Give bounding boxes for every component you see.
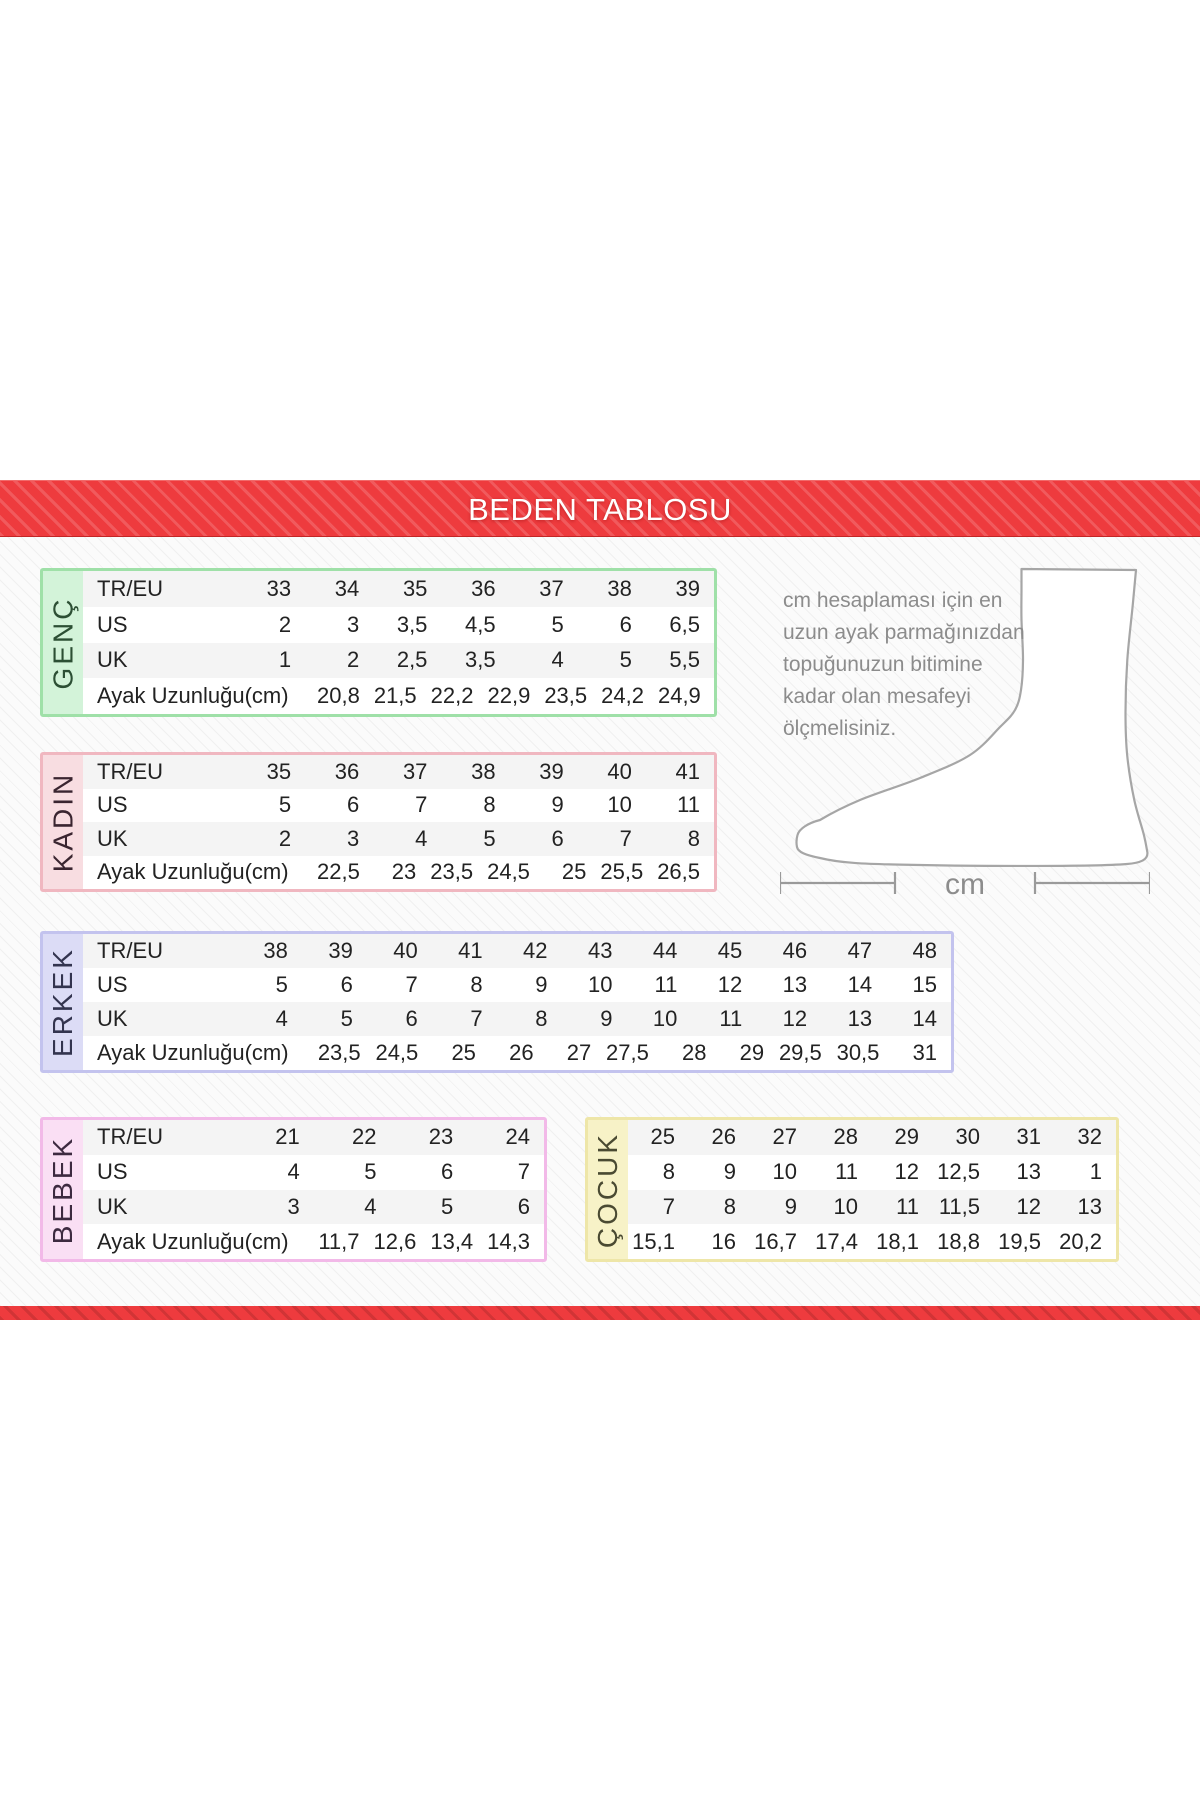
- svg-text:cm: cm: [945, 868, 985, 901]
